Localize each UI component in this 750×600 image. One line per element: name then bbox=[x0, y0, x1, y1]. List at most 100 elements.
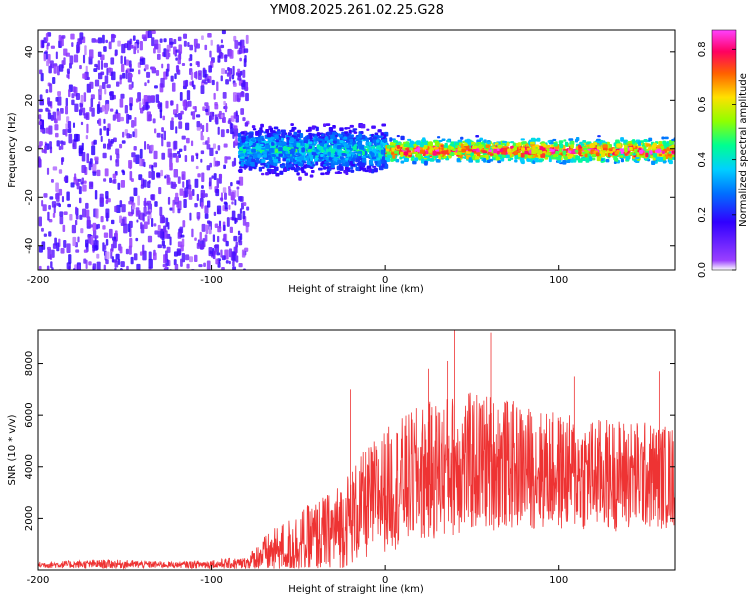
spectrogram-cell bbox=[289, 129, 293, 133]
spectrogram-cell bbox=[220, 249, 223, 258]
spectrogram-cell bbox=[46, 60, 50, 67]
spectrogram-cell bbox=[220, 114, 224, 119]
spectrogram-cell bbox=[86, 153, 90, 164]
spectrogram-cell bbox=[132, 131, 135, 138]
spectrogram-cell bbox=[339, 127, 344, 132]
spectrogram-cell bbox=[102, 82, 106, 89]
spectrogram-cell bbox=[492, 154, 497, 158]
spectrogram-cell bbox=[304, 143, 309, 148]
spectrogram-cell bbox=[82, 208, 87, 218]
spectrogram-cell bbox=[95, 208, 99, 219]
spectrogram-cell bbox=[470, 152, 474, 157]
spectrogram-cell bbox=[233, 235, 238, 242]
spectrogram-cell bbox=[253, 154, 258, 159]
spectrogram-cell bbox=[209, 162, 213, 168]
spectrogram-cell bbox=[285, 153, 291, 157]
y-tick-label: 8000 bbox=[24, 351, 35, 376]
x-tick-label: 0 bbox=[382, 575, 388, 586]
spectrogram-cell bbox=[75, 249, 80, 253]
spectrogram-cell bbox=[316, 132, 321, 137]
spectrogram-cell bbox=[344, 166, 349, 172]
spectrogram-cell bbox=[550, 149, 555, 152]
spectrogram-cell bbox=[93, 68, 98, 72]
spectrogram-cell bbox=[80, 228, 84, 234]
spectrogram-cell bbox=[88, 181, 94, 190]
spectrogram-cell bbox=[329, 127, 333, 130]
spectrogram-cell bbox=[296, 142, 301, 148]
spectrogram-cell bbox=[438, 139, 443, 143]
spectrogram-cell bbox=[355, 138, 360, 142]
spectrogram-cell bbox=[199, 243, 205, 250]
spectrogram-cell bbox=[96, 261, 101, 270]
spectrogram-cell bbox=[196, 211, 201, 220]
spectrogram-cell bbox=[219, 173, 223, 179]
spectrogram-cell bbox=[100, 216, 104, 223]
spectrogram-cell bbox=[67, 128, 72, 134]
spectrogram-cell bbox=[97, 37, 103, 44]
spectrogram-cell bbox=[307, 145, 313, 149]
spectrogram-cell bbox=[249, 133, 253, 136]
spectrogram-cell bbox=[51, 178, 54, 183]
spectrogram-cell bbox=[258, 166, 263, 172]
spectrogram-cell bbox=[239, 57, 242, 62]
spectrogram-cell bbox=[112, 173, 117, 179]
spectrogram-cell bbox=[237, 230, 241, 236]
spectrogram-cell bbox=[249, 141, 253, 146]
spectrogram-cell bbox=[44, 145, 47, 154]
spectrogram-cell bbox=[187, 100, 192, 107]
spectrogram-cell bbox=[173, 140, 178, 150]
spectrogram-cell bbox=[85, 135, 89, 140]
spectrogram-cell bbox=[661, 136, 665, 140]
spectrogram-cell bbox=[327, 151, 331, 156]
spectrogram-cell bbox=[106, 127, 110, 136]
spectrogram-cell bbox=[424, 160, 428, 166]
spectrogram-cell bbox=[45, 32, 49, 42]
spectrogram-cell bbox=[486, 141, 491, 144]
spectrogram-cell bbox=[643, 146, 647, 151]
spectrogram-cell bbox=[127, 211, 131, 216]
spectrogram-cell bbox=[369, 147, 373, 152]
spectrogram-cell bbox=[238, 262, 243, 268]
spectrogram-cell bbox=[255, 130, 259, 136]
spectrogram-cell bbox=[248, 166, 253, 171]
spectrogram-cell bbox=[131, 205, 136, 210]
spectrogram-cell bbox=[155, 94, 160, 103]
spectrogram-cell bbox=[126, 133, 130, 139]
spectrogram-cell bbox=[240, 91, 245, 98]
y-tick-label: 2000 bbox=[24, 506, 35, 531]
spectrogram-cell bbox=[160, 169, 164, 177]
spectrogram-cell bbox=[50, 261, 53, 269]
spectrogram-cell bbox=[280, 141, 286, 146]
spectrogram-cell bbox=[235, 110, 238, 117]
spectrogram-cell bbox=[583, 147, 588, 151]
spectrogram-cell bbox=[43, 53, 47, 62]
spectrogram-cell bbox=[275, 140, 280, 143]
spectrogram-cell bbox=[90, 94, 95, 100]
spectrogram-cell bbox=[461, 148, 467, 153]
spectrogram-cell bbox=[534, 148, 538, 154]
spectrogram-cell bbox=[546, 152, 551, 156]
spectrogram-cell bbox=[624, 147, 628, 153]
spectrogram-cell bbox=[373, 168, 378, 171]
spectrogram-cell bbox=[72, 122, 76, 128]
spectrogram-cell bbox=[301, 147, 305, 153]
spectrogram-cell bbox=[158, 187, 162, 195]
spectrogram-cell bbox=[177, 208, 181, 214]
spectrogram-cell bbox=[360, 134, 366, 140]
spectrogram-cell bbox=[366, 128, 370, 131]
spectrogram-cell bbox=[216, 81, 219, 92]
spectrogram-cell bbox=[424, 150, 429, 155]
spectrogram-cell bbox=[129, 63, 132, 69]
spectrogram-cell bbox=[85, 239, 89, 248]
spectrogram-cell bbox=[153, 162, 158, 168]
spectrogram-cell bbox=[229, 68, 232, 79]
spectrogram-cell bbox=[251, 125, 256, 129]
spectrogram-cell bbox=[103, 46, 107, 52]
spectrogram-cell bbox=[570, 140, 575, 146]
spectrogram-cell bbox=[154, 39, 159, 50]
spectrogram-cell bbox=[562, 150, 567, 155]
spectrogram-cell bbox=[79, 32, 84, 40]
spectrogram-cell bbox=[355, 166, 360, 171]
spectrogram-cell bbox=[201, 172, 205, 182]
spectrogram-cell bbox=[380, 132, 385, 136]
